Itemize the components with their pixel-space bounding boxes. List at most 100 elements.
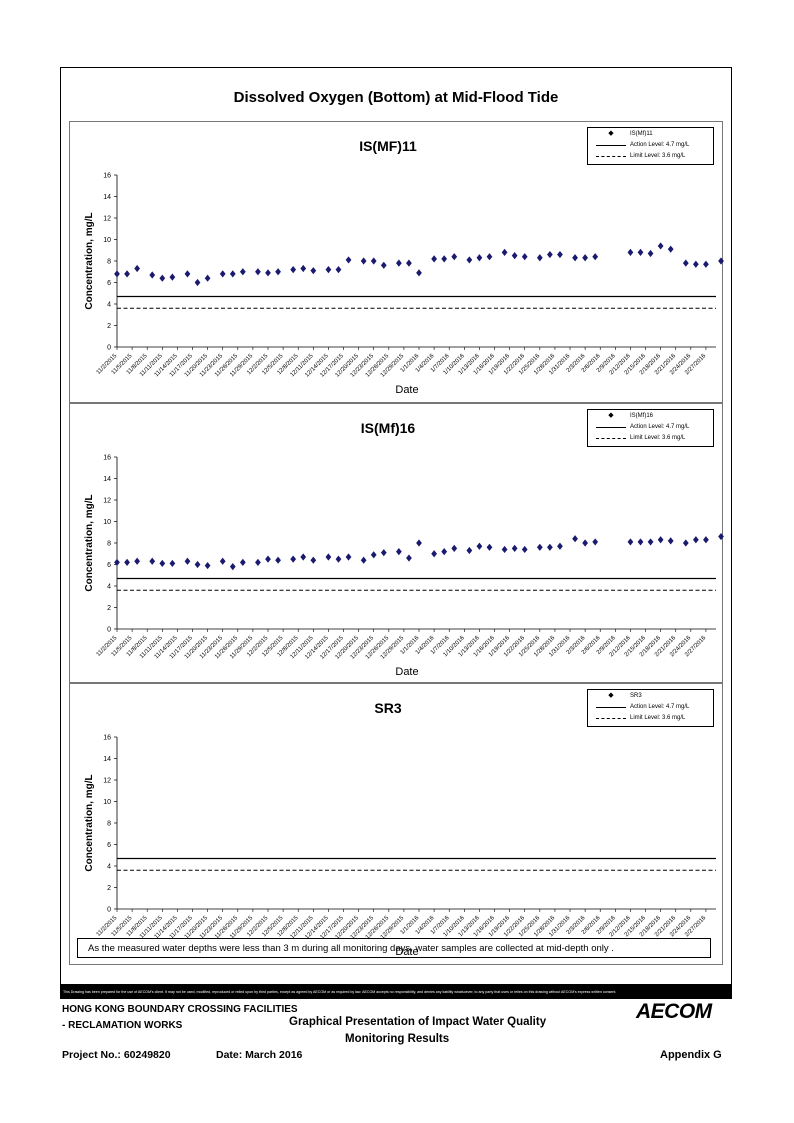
data-point: [476, 254, 483, 262]
data-point: [406, 554, 412, 562]
dashed-line-icon: [596, 156, 626, 157]
project-name-line1: HONG KONG BOUNDARY CROSSING FACILITIES: [62, 1004, 298, 1015]
data-point: [219, 557, 226, 565]
data-point: [592, 538, 599, 546]
report-date: Date: March 2016: [216, 1049, 303, 1061]
data-point: [169, 559, 176, 568]
data-point: [159, 274, 166, 282]
data-point: [466, 256, 473, 264]
y-tick-label: 14: [103, 194, 111, 201]
data-point: [667, 245, 674, 253]
data-point: [486, 543, 493, 551]
y-tick-label: 2: [107, 605, 111, 612]
data-point: [265, 269, 271, 277]
appendix-label: Appendix G: [660, 1049, 722, 1061]
y-tick-label: 6: [107, 842, 111, 849]
legend-action-label: Action Level: 4.7 mg/L: [630, 142, 690, 148]
data-point: [370, 551, 377, 559]
data-point: [466, 546, 473, 555]
data-point: [229, 270, 236, 278]
legend: ◆ IS(Mf)16 Action Level: 4.7 mg/L Limit …: [587, 409, 714, 447]
data-point: [310, 267, 317, 275]
chart-panel-ismf11: IS(MF)11 0 2 4 6 8 10 12 14 16 11/2/2015 11/5/2015 1…: [69, 121, 724, 403]
project-name-line2: - RECLAMATION WORKS: [62, 1020, 183, 1031]
y-tick-label: 14: [103, 756, 111, 763]
data-point: [345, 256, 352, 264]
diamond-marker-icon: ◆: [608, 130, 614, 137]
chart-svg-ismf11: IS(MF)11024681012141611/2/201511/5/20151…: [84, 138, 724, 396]
solid-line-icon: [596, 427, 626, 428]
data-point: [335, 266, 342, 274]
legend-limit-label: Limit Level: 3.6 mg/L: [630, 153, 686, 159]
solid-line-icon: [596, 145, 626, 146]
data-point: [219, 270, 226, 278]
data-point: [667, 537, 674, 545]
y-tick-label: 0: [107, 907, 111, 914]
data-point: [290, 555, 297, 563]
data-point: [692, 260, 699, 268]
data-point: [703, 260, 709, 268]
data-point: [325, 553, 332, 561]
data-point: [511, 252, 518, 260]
data-point: [572, 254, 578, 262]
data-point: [380, 261, 387, 269]
data-point: [134, 264, 141, 273]
legend-action-row: Action Level: 4.7 mg/L: [588, 703, 713, 712]
y-axis-title: Concentration, mg/L: [84, 774, 95, 871]
data-point: [718, 257, 724, 265]
data-point: [416, 269, 422, 277]
x-axis-title: Date: [395, 384, 418, 396]
chart-panel-sr3: SR3 0 2 4 6 8 10 12 14 16 11/2/2015 11/5/2015 11/8/2…: [69, 683, 723, 965]
y-axis-title: Concentration, mg/L: [84, 494, 95, 591]
data-point: [134, 557, 141, 565]
legend-series-label: SR3: [630, 693, 642, 699]
y-axis-title: Concentration, mg/L: [84, 212, 95, 309]
y-tick-label: 2: [107, 323, 111, 330]
data-point: [521, 253, 528, 261]
y-tick-label: 16: [103, 455, 111, 462]
x-axis-title: Date: [395, 946, 418, 958]
legend: ◆ IS(Mf)11 Action Level: 4.7 mg/L Limit …: [587, 127, 714, 165]
legend-series-row: ◆ IS(Mf)16: [588, 412, 713, 421]
data-point: [582, 539, 589, 547]
data-point: [124, 270, 130, 278]
data-point: [451, 544, 458, 552]
y-tick-label: 6: [107, 280, 111, 287]
y-tick-label: 14: [103, 476, 111, 483]
data-point: [149, 557, 156, 565]
dashed-line-icon: [596, 438, 626, 439]
data-point: [547, 543, 553, 551]
data-point: [114, 270, 120, 278]
legend-series-row: ◆ SR3: [588, 692, 713, 701]
data-point: [184, 557, 191, 565]
data-point: [416, 539, 422, 547]
data-point: [255, 268, 261, 276]
data-point: [275, 556, 281, 564]
diamond-marker-icon: ◆: [608, 412, 614, 419]
data-point: [300, 264, 307, 273]
data-point: [194, 278, 201, 287]
data-point: [682, 539, 689, 547]
y-tick-label: 4: [107, 302, 111, 309]
chart-svg-sr3: SR3024681012141611/2/201511/5/201511/8/2…: [84, 700, 716, 958]
data-point: [360, 556, 367, 564]
legend-limit-label: Limit Level: 3.6 mg/L: [630, 715, 686, 721]
report-heading-line2: Monitoring Results: [345, 1033, 450, 1045]
sampling-note: As the measured water depths were less t…: [77, 938, 711, 958]
data-point: [169, 273, 176, 281]
legend-limit-row: Limit Level: 3.6 mg/L: [588, 152, 713, 161]
y-tick-label: 12: [103, 778, 111, 785]
data-point: [501, 248, 508, 256]
data-point: [657, 242, 664, 250]
y-tick-label: 8: [107, 259, 111, 266]
y-tick-label: 10: [103, 519, 111, 526]
chart-panel-ismf16: IS(Mf)16 0 2 4 6 8 10 12 14 16 11/2/2015 11/5/2015 1…: [69, 403, 724, 683]
data-point: [345, 553, 352, 561]
data-point: [451, 253, 458, 261]
data-point: [511, 544, 518, 552]
data-point: [310, 556, 317, 564]
data-point: [204, 561, 211, 570]
data-point: [275, 268, 281, 276]
data-point: [194, 560, 201, 569]
chart-title: SR3: [374, 700, 401, 716]
